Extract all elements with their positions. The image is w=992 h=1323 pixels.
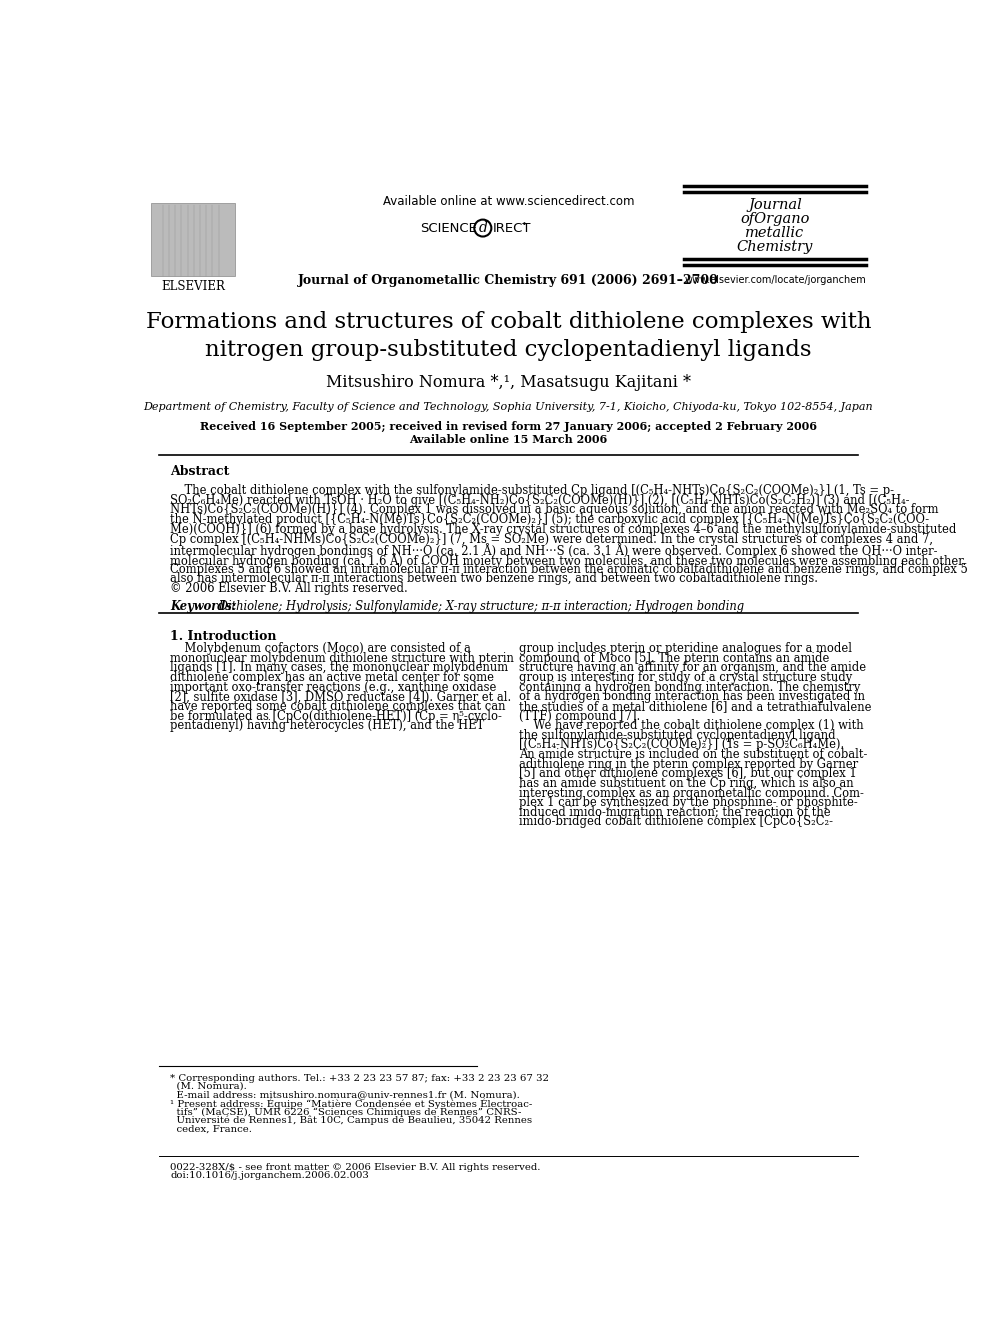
Text: Me)(COOH)}] (6) formed by a base hydrolysis. The X-ray crystal structures of com: Me)(COOH)}] (6) formed by a base hydroly… [171,523,957,536]
Text: d: d [478,221,487,235]
Text: ligands [1]. In many cases, the mononuclear molybdenum: ligands [1]. In many cases, the mononucl… [171,662,509,675]
Text: NHTs)Co{S₂C₂(COOMe)(H)}] (4). Complex 1 was dissolved in a basic aqueous solutio: NHTs)Co{S₂C₂(COOMe)(H)}] (4). Complex 1 … [171,504,939,516]
Text: Complexes 5 and 6 showed an intramolecular π-π interaction between the aromatic : Complexes 5 and 6 showed an intramolecul… [171,562,968,576]
Text: has an amide substituent on the Cp ring, which is also an: has an amide substituent on the Cp ring,… [519,777,854,790]
Text: The cobalt dithiolene complex with the sulfonylamide-substituted Cp ligand [(C₅H: The cobalt dithiolene complex with the s… [171,484,895,496]
Text: induced imido-migration reaction; the reaction of the: induced imido-migration reaction; the re… [519,806,831,819]
Text: © 2006 Elsevier B.V. All rights reserved.: © 2006 Elsevier B.V. All rights reserved… [171,582,409,595]
Text: pentadienyl) having heterocycles (HET), and the HET: pentadienyl) having heterocycles (HET), … [171,720,485,732]
Text: www.elsevier.com/locate/jorganchem: www.elsevier.com/locate/jorganchem [684,275,866,286]
Text: Formations and structures of cobalt dithiolene complexes with: Formations and structures of cobalt dith… [146,311,871,333]
Text: imido-bridged cobalt dithiolene complex [CpCo{S₂C₂-: imido-bridged cobalt dithiolene complex … [519,815,833,828]
Text: tifs” (MaCSE), UMR 6226 “Sciences Chimiques de Rennes” CNRS-: tifs” (MaCSE), UMR 6226 “Sciences Chimiq… [171,1107,522,1117]
Text: compound of Moco [5]. The pterin contains an amide: compound of Moco [5]. The pterin contain… [519,652,829,664]
Text: the studies of a metal dithiolene [6] and a tetrathiafulvalene: the studies of a metal dithiolene [6] an… [519,700,872,713]
Text: SCIENCE: SCIENCE [420,221,476,234]
Text: of a hydrogen bonding interaction has been investigated in: of a hydrogen bonding interaction has be… [519,691,865,704]
Text: E-mail address: mitsushiro.nomura@univ-rennes1.fr (M. Nomura).: E-mail address: mitsushiro.nomura@univ-r… [171,1090,521,1099]
Text: Dithiolene; Hydrolysis; Sulfonylamide; X-ray structure; π-π interaction; Hydroge: Dithiolene; Hydrolysis; Sulfonylamide; X… [215,599,745,613]
Text: plex 1 can be synthesized by the phosphine- or phosphite-: plex 1 can be synthesized by the phosphi… [519,796,858,810]
Text: Cp complex [(C₅H₄-NHMs)Co{S₂C₂(COOMe)₂}] (7, Ms = SO₂Me) were determined. In the: Cp complex [(C₅H₄-NHMs)Co{S₂C₂(COOMe)₂}]… [171,533,933,546]
Text: 1. Introduction: 1. Introduction [171,630,277,643]
Text: nitrogen group-substituted cyclopentadienyl ligands: nitrogen group-substituted cyclopentadie… [205,339,811,361]
Text: 0022-328X/$ - see front matter © 2006 Elsevier B.V. All rights reserved.: 0022-328X/$ - see front matter © 2006 El… [171,1163,541,1172]
Text: SO₂C₆H₄Me) reacted with TsOH · H₂O to give [(C₅H₄-NH₂)Co{S₂C₂(COOMe)(H)}] (2), [: SO₂C₆H₄Me) reacted with TsOH · H₂O to gi… [171,493,910,507]
Text: [2], sulfite oxidase [3], DMSO reductase [4]). Garner et al.: [2], sulfite oxidase [3], DMSO reductase… [171,691,512,704]
Text: ELSEVIER: ELSEVIER [162,280,226,294]
Text: the sulfonylamide-substituted cyclopentadienyl ligand: the sulfonylamide-substituted cyclopenta… [519,729,836,742]
Text: Université de Rennes1, Bât 10C, Campus de Beaulieu, 35042 Rennes: Université de Rennes1, Bât 10C, Campus d… [171,1115,533,1126]
Text: Chemistry: Chemistry [737,239,813,254]
Text: intermolecular hydrogen bondings of NH···O (ca. 2.1 Å) and NH···S (ca. 3.1 Å) we: intermolecular hydrogen bondings of NH··… [171,542,938,558]
Text: important oxo-transfer reactions (e.g., xanthine oxidase: important oxo-transfer reactions (e.g., … [171,680,497,693]
Text: (TTF) compound [7].: (TTF) compound [7]. [519,709,641,722]
Text: Available online 15 March 2006: Available online 15 March 2006 [410,434,607,445]
Text: [5] and other dithiolene complexes [6], but our complex 1: [5] and other dithiolene complexes [6], … [519,767,857,781]
Text: Available online at www.sciencedirect.com: Available online at www.sciencedirect.co… [383,194,634,208]
Text: ofOrgano: ofOrgano [740,212,809,226]
Text: containing a hydrogen bonding interaction. The chemistry: containing a hydrogen bonding interactio… [519,680,861,693]
Text: Journal of Organometallic Chemistry 691 (2006) 2691–2700: Journal of Organometallic Chemistry 691 … [298,274,719,287]
Text: Abstract: Abstract [171,464,230,478]
Text: be formulated as [CpCo(dithiolene-HET)] (Cp = η⁵-cyclo-: be formulated as [CpCo(dithiolene-HET)] … [171,709,502,722]
Text: Received 16 September 2005; received in revised form 27 January 2006; accepted 2: Received 16 September 2005; received in … [200,421,816,433]
Text: [(C₅H₄-NHTs)Co{S₂C₂(COOMe)₂}] (Ts = p-SO₂C₆H₄Me).: [(C₅H₄-NHTs)Co{S₂C₂(COOMe)₂}] (Ts = p-SO… [519,738,844,751]
Text: interesting complex as an organometallic compound. Com-: interesting complex as an organometallic… [519,787,864,799]
Text: the N-methylated product [{C₅H₄-N(Me)Ts}Co{S₂C₂(COOMe)₂}] (5); the carboxylic ac: the N-methylated product [{C₅H₄-N(Me)Ts}… [171,513,930,527]
Text: Keywords:: Keywords: [171,599,236,613]
Text: •: • [522,221,527,229]
Text: We have reported the cobalt dithiolene complex (1) with: We have reported the cobalt dithiolene c… [519,720,864,732]
Text: doi:10.1016/j.jorganchem.2006.02.003: doi:10.1016/j.jorganchem.2006.02.003 [171,1171,369,1180]
FancyBboxPatch shape [151,202,235,275]
Text: have reported some cobalt dithiolene complexes that can: have reported some cobalt dithiolene com… [171,700,506,713]
Text: IRECT: IRECT [493,221,532,234]
Text: dithiolene complex has an active metal center for some: dithiolene complex has an active metal c… [171,671,494,684]
Text: Department of Chemistry, Faculty of Science and Technology, Sophia University, 7: Department of Chemistry, Faculty of Scie… [144,402,873,411]
Text: Mitsushiro Nomura *,¹, Masatsugu Kajitani *: Mitsushiro Nomura *,¹, Masatsugu Kajitan… [326,373,690,390]
Text: molecular hydrogen bonding (ca. 1.6 Å) of COOH moiety between two molecules, and: molecular hydrogen bonding (ca. 1.6 Å) o… [171,553,967,568]
Text: (M. Nomura).: (M. Nomura). [171,1082,247,1091]
Text: mononuclear molybdenum dithiolene structure with pterin: mononuclear molybdenum dithiolene struct… [171,652,515,664]
Text: metallic: metallic [745,226,805,239]
Text: structure having an affinity for an organism, and the amide: structure having an affinity for an orga… [519,662,866,675]
Text: ¹ Present address: Équipe “Matière Condensée et Systèmes Électroac-: ¹ Present address: Équipe “Matière Conde… [171,1099,533,1110]
Text: adithiolene ring in the pterin complex reported by Garner: adithiolene ring in the pterin complex r… [519,758,858,771]
Text: also has intermolecular π-π interactions between two benzene rings, and between : also has intermolecular π-π interactions… [171,573,818,585]
Text: Molybdenum cofactors (Moco) are consisted of a: Molybdenum cofactors (Moco) are consiste… [171,642,471,655]
Text: * Corresponding authors. Tel.: +33 2 23 23 57 87; fax: +33 2 23 23 67 32: * Corresponding authors. Tel.: +33 2 23 … [171,1073,550,1082]
Text: group includes pterin or pteridine analogues for a model: group includes pterin or pteridine analo… [519,642,852,655]
Text: An amide structure is included on the substituent of cobalt-: An amide structure is included on the su… [519,747,868,761]
Text: group is interesting for study of a crystal structure study: group is interesting for study of a crys… [519,671,852,684]
Text: cedex, France.: cedex, France. [171,1125,253,1134]
Text: Journal: Journal [748,198,802,212]
